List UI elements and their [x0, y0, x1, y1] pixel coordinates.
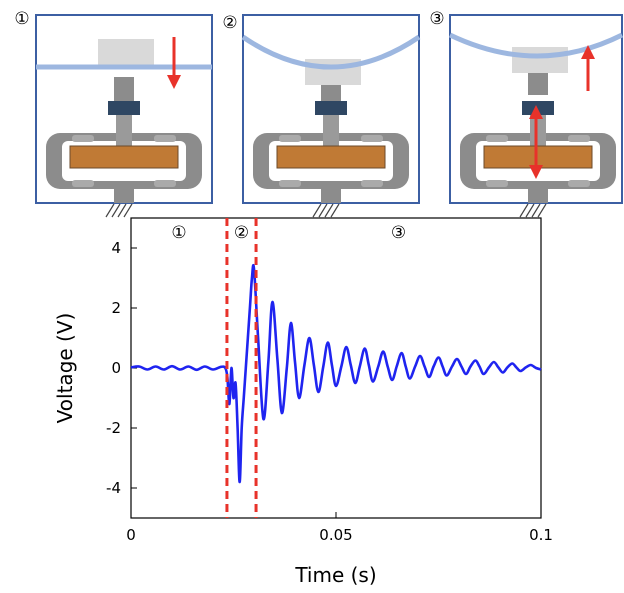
phase-label: ③: [391, 223, 406, 243]
y-axis-title: Voltage (V): [53, 313, 77, 424]
phase-label: ②: [234, 223, 249, 243]
panel-label: ①: [14, 9, 29, 29]
y-tick-label: 4: [111, 239, 121, 257]
panel-label: ③: [429, 9, 444, 29]
y-tick-label: -4: [106, 479, 121, 497]
x-axis-title: Time (s): [294, 563, 376, 587]
panel-label: ②: [222, 13, 237, 33]
signal-line: [130, 263, 542, 484]
x-tick-label: 0.05: [319, 526, 352, 544]
panel-1: [35, 14, 213, 218]
y-tick-label: 0: [111, 359, 121, 377]
y-tick-label: 2: [111, 299, 121, 317]
panel-2: [241, 14, 421, 218]
phase-label: ①: [171, 223, 186, 243]
x-tick-label: 0.1: [529, 526, 553, 544]
y-tick-label: -2: [106, 419, 121, 437]
x-tick-label: 0: [126, 526, 136, 544]
panel-3: [448, 14, 624, 218]
plot: -4 -2 0 2 4 0 0.05 0.1 Time (s) Voltage (V) ① ② ③: [53, 217, 553, 587]
